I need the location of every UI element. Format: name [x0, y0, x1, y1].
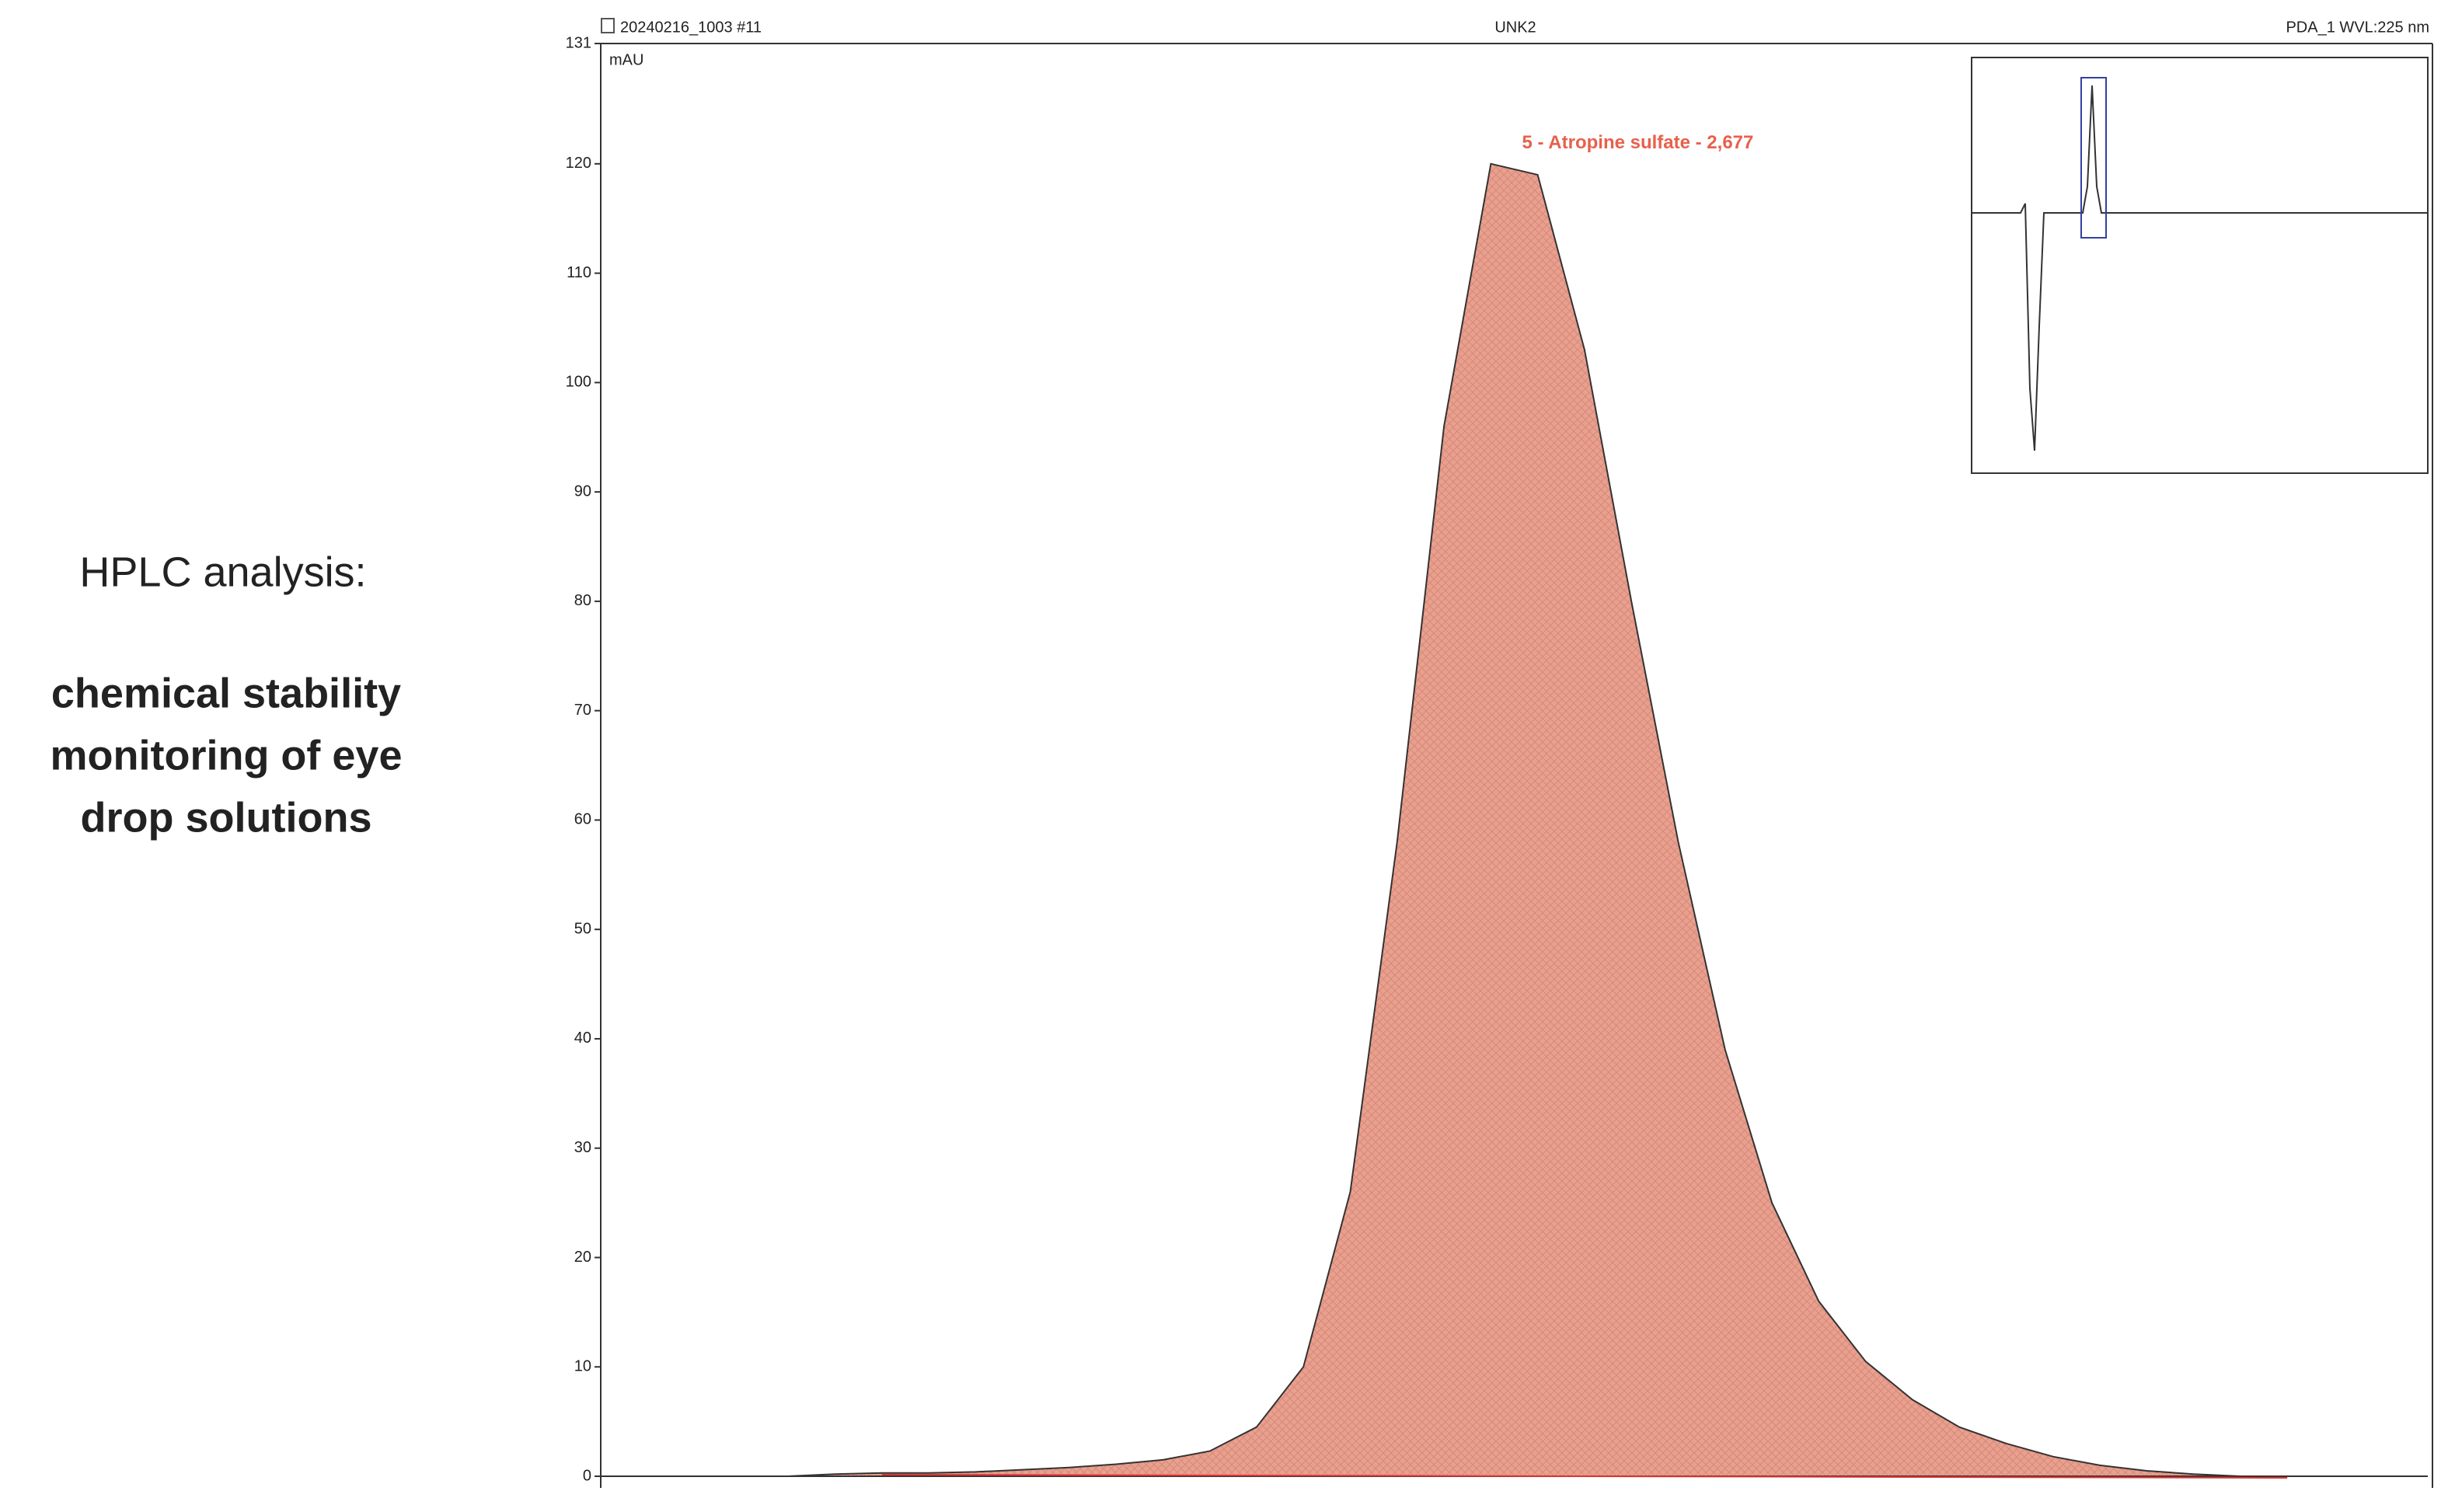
y-tick-label: 110: [567, 264, 591, 281]
inset-frame: [1971, 57, 2429, 474]
sample-name: 20240216_1003 #11: [620, 19, 762, 36]
y-tick-label: 20: [574, 1249, 591, 1266]
y-tick-label: 0: [583, 1467, 591, 1484]
y-tick-label: 60: [574, 811, 591, 828]
y-tick-label: 100: [566, 374, 591, 391]
y-tick-label: 70: [574, 702, 591, 719]
inset-zoom-box: [2080, 77, 2107, 239]
y-tick-label: 131: [566, 34, 591, 51]
y-tick-label: 30: [574, 1139, 591, 1156]
inset-trace: [1972, 85, 2428, 451]
sample-icon: [601, 18, 615, 33]
plot: 5 - Atropine sulfate - 2,677: [601, 132, 2428, 1479]
y-tick-label: 90: [574, 483, 591, 500]
y-tick-label: 40: [574, 1029, 591, 1047]
chart-title: UNK2: [1494, 19, 1536, 36]
channel: PDA_1 WVL:225 nm: [2286, 19, 2429, 36]
caption-line: chemical stability: [51, 670, 401, 716]
y-tick-label: 10: [574, 1358, 591, 1375]
y-tick-label: 80: [574, 592, 591, 609]
caption-heading: HPLC analysis:: [79, 549, 366, 595]
trace: [601, 162, 2428, 1477]
peak-label: 5 - Atropine sulfate - 2,677: [1522, 132, 1754, 153]
caption-line: monitoring of eye: [50, 732, 402, 779]
overview-inset: [1971, 57, 2429, 474]
caption-line: drop solutions: [81, 794, 372, 841]
peak-hatch: [601, 163, 2428, 1476]
integration-baseline: [881, 1474, 2288, 1479]
y-tick-label: 120: [566, 155, 591, 172]
y-tick-label: 50: [574, 920, 591, 937]
y-axis-label: mAU: [609, 51, 643, 68]
